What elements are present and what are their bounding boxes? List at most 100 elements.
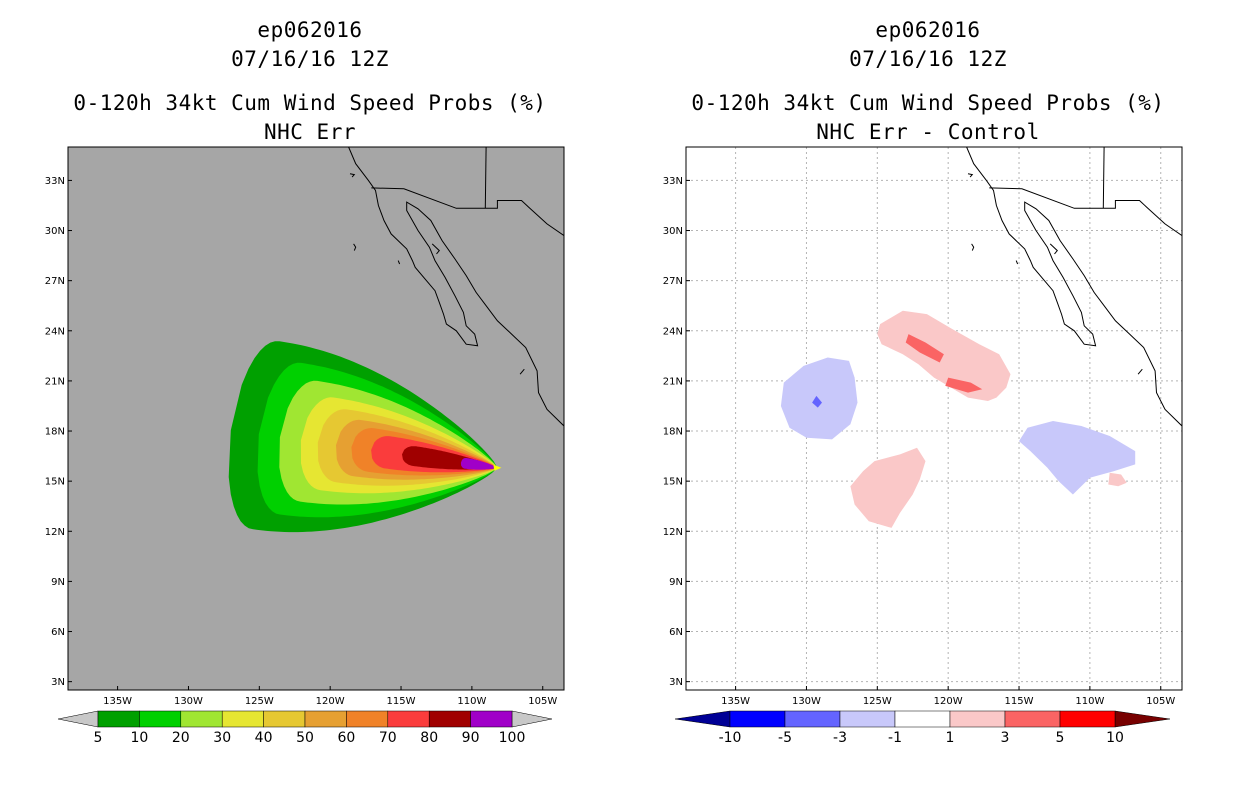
right-diff-region-strong-positive-2 xyxy=(945,377,983,393)
right-y-tick-label-0: 3N xyxy=(669,677,683,688)
right-diff-region-positive-north xyxy=(877,310,1011,401)
right-x-tick-label-5: 110W xyxy=(1075,696,1104,707)
left-colorbar-label-5: 50 xyxy=(296,730,314,746)
right-national-border xyxy=(989,187,1182,237)
left-colorbar-label-8: 80 xyxy=(420,730,438,746)
right-colorbar-swatch-6 xyxy=(1059,710,1116,728)
left-colorbar-swatch-3 xyxy=(221,710,264,728)
right-island-0 xyxy=(967,173,974,178)
right-map-frame xyxy=(685,146,1183,691)
left-colorbar-label-9: 90 xyxy=(462,730,480,746)
left-colorbar-label-10: 100 xyxy=(499,730,526,746)
left-y-tick-label-9: 30N xyxy=(45,226,65,237)
right-colorbar-swatch-5 xyxy=(1004,710,1061,728)
right-y-tick-label-10: 33N xyxy=(663,176,683,187)
left-colorbar-right-arrow xyxy=(511,710,553,728)
left-y-tick-label-5: 18N xyxy=(45,427,65,438)
left-map-panel: 135W 130W 125W 120W 115W 110W 105W 3N 6N 9N 12N 15N… xyxy=(45,146,565,746)
right-y-tick-label-3: 12N xyxy=(663,527,683,538)
left-title-line1: ep062016 xyxy=(257,18,363,42)
left-y-tick-label-6: 21N xyxy=(45,376,65,387)
left-colorbar-label-7: 70 xyxy=(379,730,397,746)
right-x-tick-label-2: 125W xyxy=(863,696,892,707)
right-island-2 xyxy=(1015,260,1019,265)
left-island-4 xyxy=(519,368,525,375)
right-colorbar-label-7: 10 xyxy=(1106,730,1124,746)
right-y-tick-label-6: 21N xyxy=(663,376,683,387)
left-colorbar-label-4: 40 xyxy=(255,730,273,746)
right-y-tick-label-4: 15N xyxy=(663,477,683,488)
left-colorbar-swatch-9 xyxy=(470,710,513,728)
left-y-tick-label-8: 27N xyxy=(45,276,65,287)
right-title-line3: 0-120h 34kt Cum Wind Speed Probs (%) xyxy=(691,91,1165,115)
right-island-3 xyxy=(1049,243,1058,255)
right-x-tick-label-4: 115W xyxy=(1005,696,1034,707)
right-x-tick-label-3: 120W xyxy=(934,696,963,707)
left-colorbar-swatch-7 xyxy=(387,710,430,728)
left-x-tick-label-4: 115W xyxy=(387,696,416,707)
left-state-border xyxy=(484,147,487,209)
right-y-tick-label-8: 27N xyxy=(663,276,683,287)
right-title-line2: 07/16/16 12Z xyxy=(849,47,1007,71)
right-map-background xyxy=(686,147,1182,690)
left-national-border xyxy=(371,187,564,237)
left-y-tick-label-4: 15N xyxy=(45,477,65,488)
left-colorbar-swatch-6 xyxy=(346,710,389,728)
left-colorbar-swatch-0 xyxy=(97,710,140,728)
left-y-tick-label-3: 12N xyxy=(45,527,65,538)
right-title-line1: ep062016 xyxy=(875,18,981,42)
left-x-tick-label-5: 110W xyxy=(457,696,486,707)
left-colorbar-swatch-5 xyxy=(304,710,347,728)
right-colorbar-label-3: -1 xyxy=(888,730,902,746)
left-title-line4: NHC Err xyxy=(263,120,356,144)
right-colorbar-label-4: 1 xyxy=(946,730,955,746)
left-island-3 xyxy=(431,243,440,255)
left-colorbar-left-arrow xyxy=(57,710,99,728)
left-y-tick-label-0: 3N xyxy=(51,677,65,688)
left-storm-tip xyxy=(493,464,502,471)
left-title-line3: 0-120h 34kt Cum Wind Speed Probs (%) xyxy=(73,91,547,115)
right-colorbar-label-2: -3 xyxy=(833,730,847,746)
right-title-line4: NHC Err - Control xyxy=(816,120,1040,144)
left-map-content xyxy=(228,147,564,533)
right-map-content xyxy=(686,147,1182,690)
right-x-tick-label-1: 130W xyxy=(792,696,821,707)
left-island-0 xyxy=(349,173,356,178)
left-island-1 xyxy=(353,243,357,251)
right-diff-region-negative-west xyxy=(780,357,858,440)
left-coastline xyxy=(348,147,564,427)
left-colorbar-label-1: 10 xyxy=(130,730,148,746)
right-y-tick-label-7: 24N xyxy=(663,326,683,337)
left-colorbar-label-2: 20 xyxy=(172,730,190,746)
right-y-tick-label-9: 30N xyxy=(663,226,683,237)
right-diff-region-strong-positive-1 xyxy=(905,334,944,363)
right-y-tick-label-1: 6N xyxy=(669,627,683,638)
left-colorbar-swatch-4 xyxy=(263,710,306,728)
right-colorbar-swatch-3 xyxy=(894,710,951,728)
left-title-line2: 07/16/16 12Z xyxy=(231,47,389,71)
right-state-border xyxy=(1102,147,1105,209)
right-x-tick-label-6: 105W xyxy=(1146,696,1175,707)
left-x-tick-label-0: 135W xyxy=(103,696,132,707)
right-diff-region-positive-south xyxy=(850,447,926,528)
right-colorbar-swatch-4 xyxy=(949,710,1006,728)
right-colorbar-label-6: 5 xyxy=(1056,730,1065,746)
left-map-frame xyxy=(67,146,565,691)
left-y-tick-label-2: 9N xyxy=(51,577,65,588)
right-x-tick-label-0: 135W xyxy=(721,696,750,707)
left-colorbar-swatch-1 xyxy=(139,710,182,728)
left-island-2 xyxy=(397,260,401,265)
left-y-tick-label-1: 6N xyxy=(51,627,65,638)
right-colorbar-swatch-2 xyxy=(839,710,896,728)
right-colorbar-label-1: -5 xyxy=(778,730,792,746)
right-island-4 xyxy=(1137,368,1143,375)
left-colorbar-label-3: 30 xyxy=(213,730,231,746)
right-map-panel: 135W 130W 125W 120W 115W 110W 105W 3N 6N 9N 12N 15N… xyxy=(663,146,1183,746)
right-colorbar-right-arrow xyxy=(1114,710,1171,728)
left-colorbar-swatch-2 xyxy=(180,710,223,728)
right-diff-region-negative-east xyxy=(1019,421,1136,495)
left-x-tick-label-3: 120W xyxy=(316,696,345,707)
right-diff-region-positive-east xyxy=(1108,472,1127,487)
left-x-tick-label-6: 105W xyxy=(528,696,557,707)
